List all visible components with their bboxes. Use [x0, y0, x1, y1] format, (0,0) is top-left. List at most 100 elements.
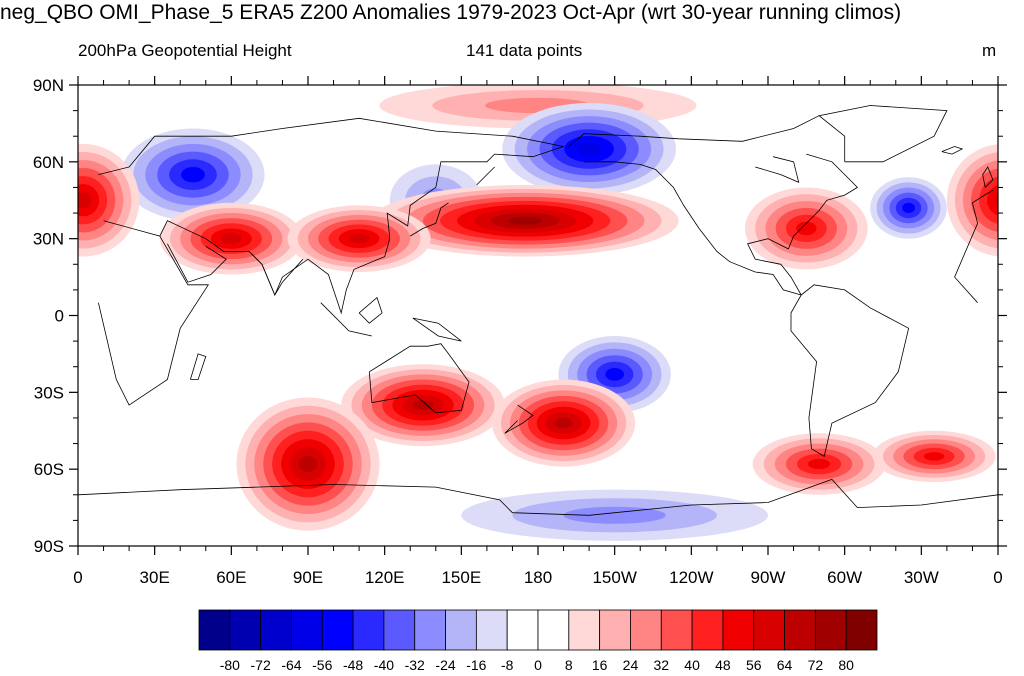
anomaly-contour: [0, 198, 1, 218]
antarctic-low: [461, 489, 768, 541]
anomaly-contour: [0, 448, 35, 465]
coastline: [368, 343, 470, 414]
lon-label: 90W: [751, 568, 786, 587]
colorbar-swatch: [630, 609, 662, 651]
colorbar-swatch: [198, 609, 231, 651]
colorbar-swatch: [691, 609, 724, 651]
australia-high: [341, 364, 505, 447]
north-pacific-low: [502, 102, 676, 196]
ural-siberia-low: [121, 128, 265, 221]
lat-label: 90S: [34, 537, 64, 556]
lat-label: 0: [55, 307, 64, 326]
coastline: [190, 353, 207, 380]
anomaly-contour: [923, 452, 945, 461]
colorbar-swatch: [568, 609, 601, 651]
coastline: [982, 166, 994, 188]
colorbar-swatch: [291, 609, 323, 651]
middle-east-high: [159, 202, 303, 275]
europe-atlantic-high: [78, 143, 998, 257]
colorbar-swatch: [599, 609, 631, 651]
colorbar-label: -8: [501, 657, 514, 673]
lon-label: 60W: [827, 568, 862, 587]
center-subtitle: 141 data points: [466, 41, 583, 60]
anomaly-contour: [902, 202, 915, 214]
colorbar-swatch: [445, 609, 477, 651]
lon-label: 30W: [904, 568, 939, 587]
lon-label: 150E: [441, 568, 481, 587]
colorbar-label: -16: [466, 657, 486, 673]
colorbar-label: -80: [220, 657, 240, 673]
coastline: [818, 105, 948, 163]
anomaly-contour: [605, 368, 625, 381]
colorbar-swatch: [506, 609, 539, 651]
coastline: [755, 156, 800, 183]
latitude-axis: 90N 60N 30N 0 30S 60S 90S: [33, 76, 1007, 556]
coastline: [409, 202, 449, 237]
anomaly-contour: [563, 506, 666, 524]
anomaly-contour: [78, 192, 92, 209]
coastline: [98, 220, 978, 406]
lat-label: 30S: [34, 383, 64, 402]
colorbar-swatch: [784, 609, 816, 651]
colorbar-label: -64: [281, 657, 301, 673]
colorbar-swatch: [537, 609, 570, 651]
lon-label: 120E: [365, 568, 405, 587]
anomaly-field: [0, 85, 998, 541]
coastline: [568, 115, 820, 147]
anomaly-contour: [412, 400, 434, 411]
anomaly-contour: [808, 458, 831, 470]
coastline: [941, 146, 964, 155]
colorbar-label: 48: [715, 657, 731, 673]
lon-label: 90E: [293, 568, 323, 587]
left-subtitle: 200hPa Geopotential Height: [78, 41, 292, 60]
lon-label: 180: [524, 568, 552, 587]
colorbar-swatch: [814, 609, 847, 651]
lat-label: 30N: [33, 230, 64, 249]
anomaly-contour: [796, 221, 817, 236]
colorbar-label: 24: [623, 657, 639, 673]
anomaly-contour: [348, 233, 370, 244]
map-area: [0, 84, 999, 547]
plot-title: neg_QBO OMI_Phase_5 ERA5 Z200 Anomalies …: [0, 1, 902, 24]
lat-label: 60N: [33, 153, 64, 172]
colorbar-swatch: [722, 609, 755, 651]
colorbar-label: -56: [312, 657, 332, 673]
tibet-high: [287, 205, 431, 272]
colorbar-label: -48: [343, 657, 363, 673]
coastlines: [78, 105, 998, 516]
anomaly-contour: [554, 417, 573, 429]
colorbar-label: 80: [838, 657, 854, 673]
anomaly-contour: [0, 182, 21, 233]
coastline: [476, 166, 495, 186]
colorbar-label: -24: [435, 657, 455, 673]
coastline: [159, 146, 564, 315]
colorbar-swatch: [352, 609, 385, 651]
anomaly-contour: [576, 142, 602, 156]
colorbar-label: 40: [684, 657, 700, 673]
colorbar-swatch: [845, 609, 878, 651]
colorbar-label: 56: [746, 657, 762, 673]
lon-label: 0: [73, 568, 82, 587]
colorbar-label: 64: [777, 657, 793, 673]
anomaly-contour: [4, 452, 24, 461]
colorbar-swatch: [383, 609, 416, 651]
lon-label: 0: [993, 568, 1002, 587]
colorbar-label: 16: [592, 657, 608, 673]
north-atlantic-low: [0, 177, 947, 239]
north-pacific-subtropical-high: [371, 184, 679, 257]
coastline: [504, 404, 534, 434]
anomaly-contour: [0, 177, 27, 238]
coastline: [78, 478, 998, 516]
coastline: [320, 302, 372, 337]
lon-label: 60E: [216, 568, 246, 587]
colorbar-label: 0: [534, 657, 542, 673]
lon-label: 30E: [140, 568, 170, 587]
eastern-north-america-high: [745, 187, 868, 270]
southern-indian-ocean-high: [236, 397, 380, 531]
anomaly-contour: [508, 216, 543, 225]
south-atlantic-high: [752, 433, 886, 495]
colorbar-swatch: [229, 609, 262, 651]
coastline: [248, 251, 304, 296]
coastline: [747, 153, 859, 296]
